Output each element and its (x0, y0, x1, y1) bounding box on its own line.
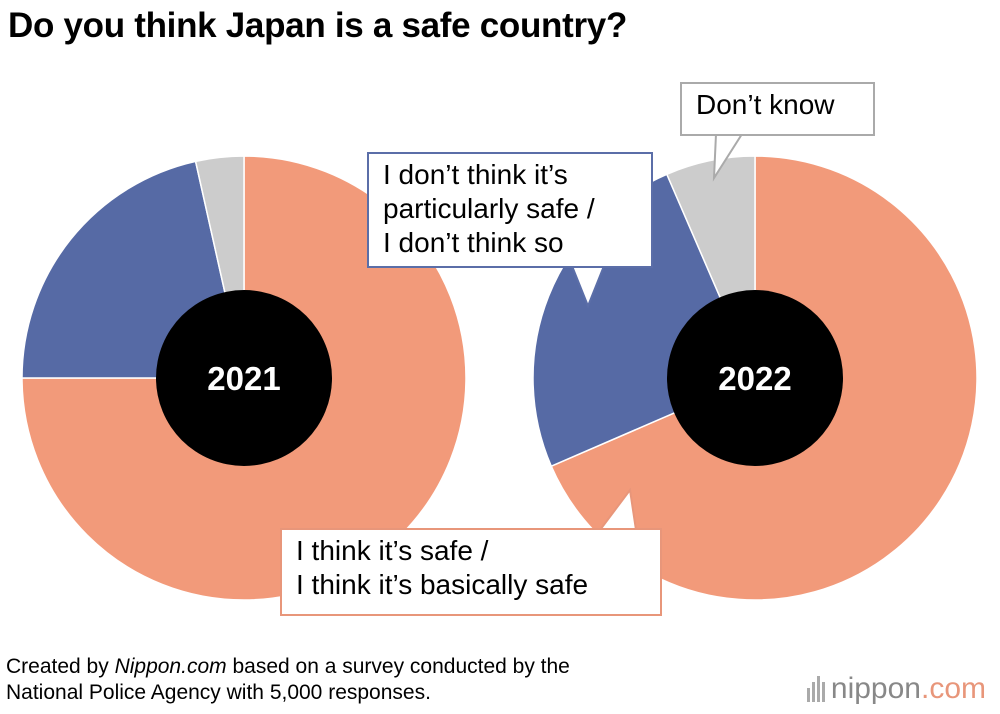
center-disc-2022 (667, 290, 843, 466)
chart-title: Do you think Japan is a safe country? (8, 6, 628, 45)
callout-safe: I think it’s safe / I think it’s basical… (280, 528, 662, 616)
center-label-2021: 2021 (207, 360, 280, 397)
callout-dont-know-label: Don’t know (696, 89, 835, 120)
brand-bars-icon (806, 676, 825, 702)
callout-safe-line1: I think it’s safe / (296, 535, 489, 566)
callout-unsafe-line1: I don’t think it’s (383, 159, 568, 190)
footnote-source: Nippon.com (114, 655, 227, 678)
callout-unsafe: I don’t think it’s particularly safe / I… (367, 152, 653, 268)
callout-safe-line2: I think it’s basically safe (296, 569, 589, 600)
callout-unsafe-line3: I don’t think so (383, 227, 564, 258)
footnote-line2: National Police Agency with 5,000 respon… (6, 681, 431, 704)
callout-dont-know: Don’t know (680, 82, 875, 136)
center-disc-2021 (156, 290, 332, 466)
pie-2021: 2021 (21, 155, 467, 601)
footnote: Created by Nippon.com based on a survey … (6, 655, 570, 704)
brand-logo: nippon.com (806, 672, 986, 706)
pie-2022: 2022 (532, 155, 978, 601)
callout-unsafe-line2: particularly safe / (383, 193, 595, 224)
brand-name: nippon (830, 672, 921, 705)
brand-suffix: .com (920, 672, 986, 705)
center-label-2022: 2022 (718, 360, 791, 397)
